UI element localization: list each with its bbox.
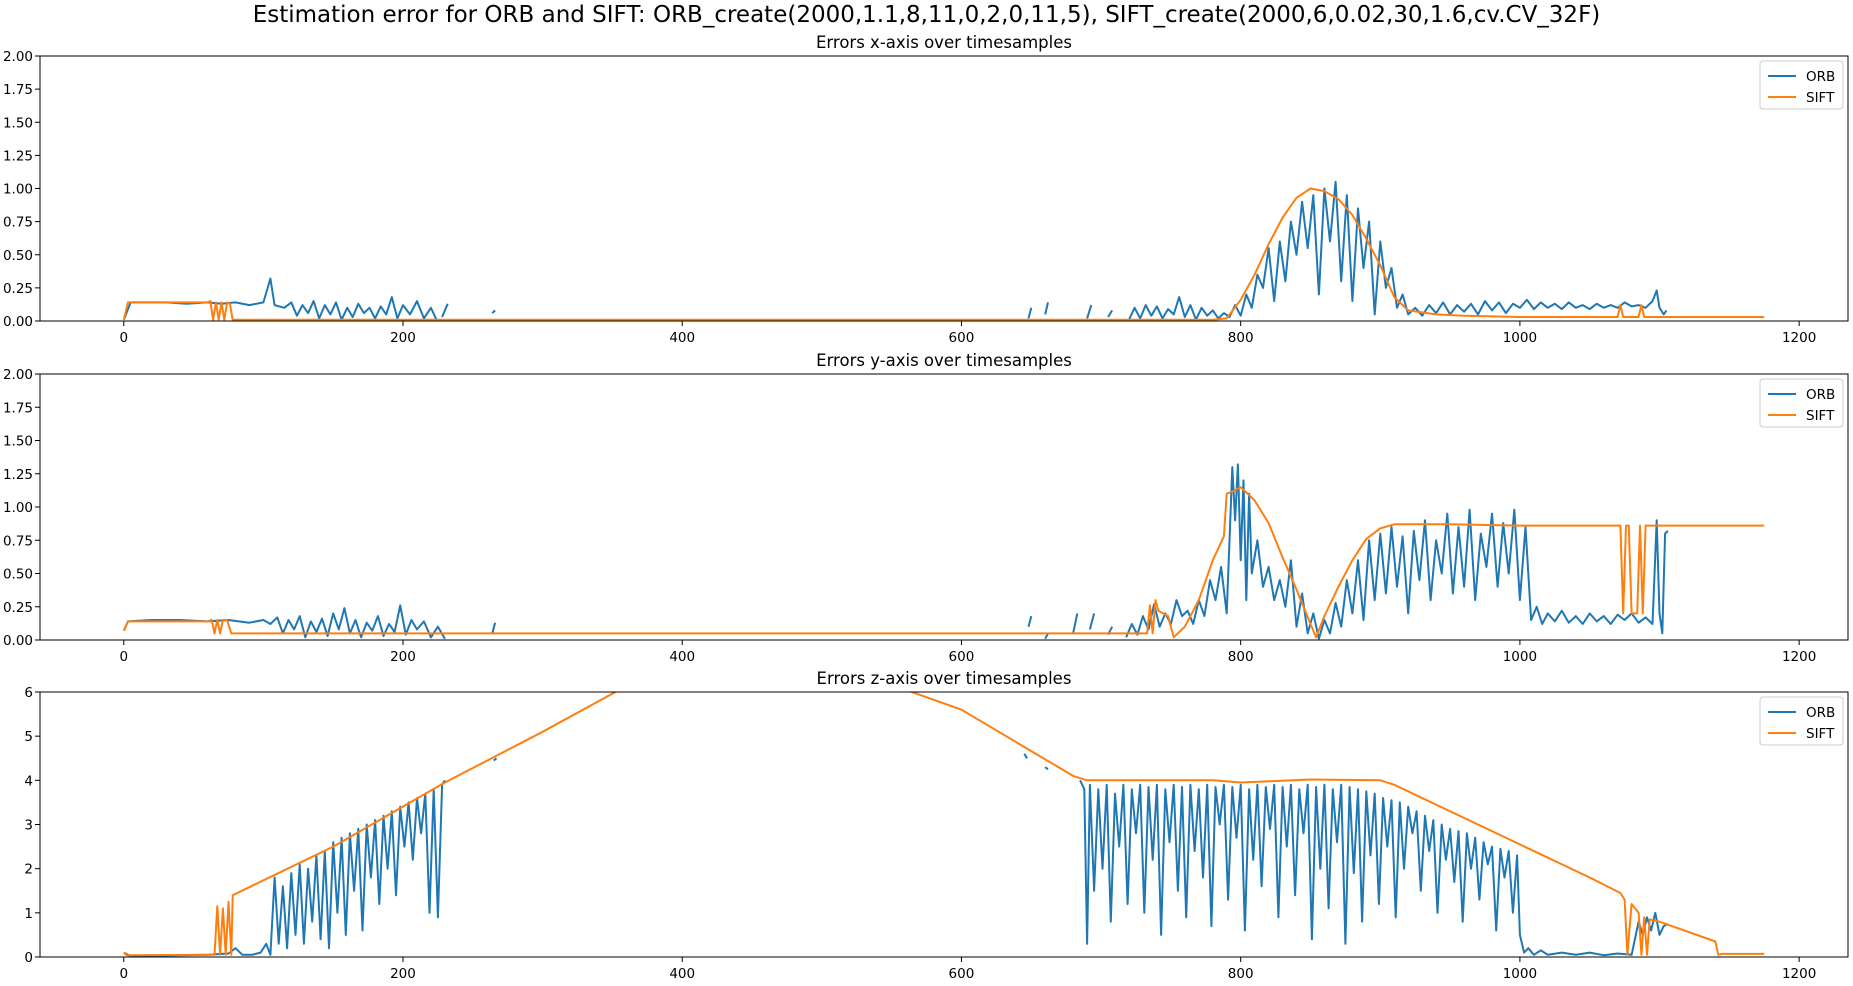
x-tick-label: 400 [669,330,695,346]
x-tick-label: 200 [390,966,416,982]
subplot-1: 0 200 400 600 800 1000 1200 0.00 0.25 0.50 0.75 1.0… [3,33,1849,346]
x-tick-label: 600 [949,966,975,982]
x-tick-label: 1000 [1503,330,1537,346]
y-tick-label: 2.00 [3,367,33,383]
y-tick-label: 1.25 [3,148,33,164]
legend-label-orb: ORB [1806,387,1835,403]
subplot-title: Errors y-axis over timesamples [816,351,1072,370]
y-tick-label: 1.50 [3,115,33,131]
x-tick-label: 0 [119,649,128,665]
y-tick-label: 2.00 [3,49,33,65]
series-line-sift [122,486,1765,639]
subplot-3: 0 200 400 600 800 1000 1200 0 1 2 3 4 5 6 Errors z-axi… [24,669,1849,982]
legend-label-orb: ORB [1806,69,1835,85]
y-tick-label: 1.00 [3,500,33,516]
y-tick-label: 6 [24,685,33,701]
y-tick-label: 2 [24,862,33,878]
axes-frame [39,373,1849,641]
legend: ORB SIFT [1759,378,1844,428]
x-tick-label: 0 [119,330,128,346]
y-tick-label: 5 [24,729,33,745]
y-tick-label: 0 [24,950,33,966]
y-tick-label: 1.75 [3,82,33,98]
y-tick-label: 0.75 [3,533,33,549]
x-tick-label: 800 [1228,966,1254,982]
y-tick-label: 0.50 [3,248,33,264]
x-tick-label: 1200 [1782,649,1816,665]
series-line-sift [123,692,1765,957]
legend-label-orb: ORB [1806,705,1835,721]
x-tick-label: 200 [390,330,416,346]
x-tick-label: 1200 [1782,330,1816,346]
x-tick-label: 600 [949,330,975,346]
y-tick-label: 0.75 [3,215,33,231]
legend-label-sift: SIFT [1806,726,1835,742]
y-tick-label: 0.00 [3,633,33,649]
subplot-title: Errors x-axis over timesamples [816,33,1072,52]
figure-title: Estimation error for ORB and SIFT: ORB_c… [252,2,1601,28]
y-tick-label: 1.25 [3,467,33,483]
x-tick-label: 0 [119,966,128,982]
y-tick-label: 0.50 [3,567,33,583]
legend: ORB SIFT [1759,60,1844,110]
series-line-orb [123,753,1669,957]
y-tick-label: 0.25 [3,600,33,616]
series-line-orb [122,463,1669,640]
x-tick-label: 200 [390,649,416,665]
y-tick-label: 1 [24,906,33,922]
subplot-2: 0 200 400 600 800 1000 1200 0.00 0.25 0.50 0.75 1.0… [3,351,1849,665]
y-tick-label: 0.25 [3,281,33,297]
x-tick-label: 800 [1228,649,1254,665]
axes-frame [39,55,1849,322]
y-tick-label: 1.50 [3,434,33,450]
legend-label-sift: SIFT [1806,90,1835,106]
y-tick-label: 1.75 [3,400,33,416]
x-tick-label: 400 [669,649,695,665]
y-tick-label: 1.00 [3,182,33,198]
y-tick-label: 3 [24,818,33,834]
legend: ORB SIFT [1759,696,1844,746]
x-tick-label: 1000 [1503,966,1537,982]
x-tick-label: 600 [949,649,975,665]
x-tick-label: 400 [669,966,695,982]
legend-label-sift: SIFT [1806,408,1835,424]
x-tick-label: 800 [1228,330,1254,346]
x-tick-label: 1200 [1782,966,1816,982]
x-tick-label: 1000 [1503,649,1537,665]
y-tick-label: 0.00 [3,314,33,330]
y-tick-label: 4 [24,773,33,789]
series-line-sift [122,187,1765,321]
series-line-orb [122,180,1668,321]
subplot-title: Errors z-axis over timesamples [817,669,1072,688]
